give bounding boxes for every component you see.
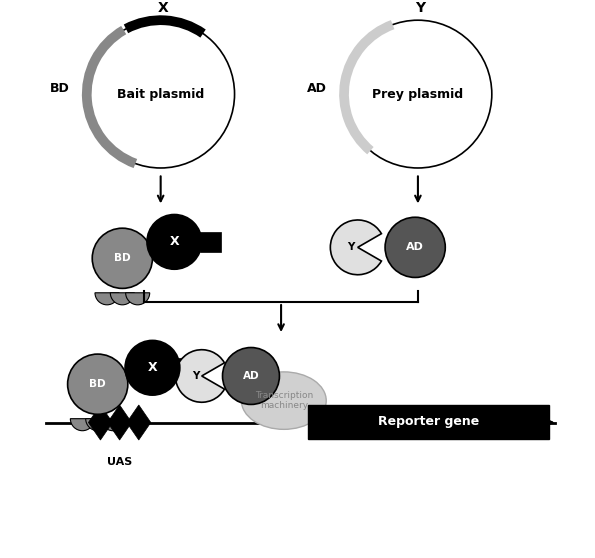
FancyBboxPatch shape: [308, 405, 549, 439]
Wedge shape: [95, 293, 119, 305]
Circle shape: [87, 20, 234, 168]
Circle shape: [125, 340, 180, 395]
Text: AD: AD: [243, 371, 259, 381]
Polygon shape: [127, 405, 151, 440]
Text: Transcription
machinery: Transcription machinery: [255, 391, 313, 410]
Circle shape: [147, 214, 202, 270]
Text: Prey plasmid: Prey plasmid: [372, 88, 464, 100]
Wedge shape: [126, 293, 150, 305]
Circle shape: [385, 217, 445, 277]
Text: Y: Y: [193, 371, 200, 381]
Text: BD: BD: [49, 82, 69, 95]
FancyBboxPatch shape: [178, 358, 196, 378]
Wedge shape: [101, 418, 125, 431]
FancyBboxPatch shape: [200, 232, 221, 252]
Text: X: X: [148, 361, 157, 374]
Text: AD: AD: [406, 242, 424, 252]
Text: BD: BD: [114, 253, 131, 263]
Text: X: X: [158, 1, 169, 15]
Circle shape: [344, 20, 492, 168]
Wedge shape: [86, 418, 109, 431]
Text: AD: AD: [306, 82, 327, 95]
Text: Y: Y: [415, 1, 425, 15]
Circle shape: [68, 354, 128, 414]
Circle shape: [223, 348, 280, 405]
Polygon shape: [108, 405, 131, 440]
Wedge shape: [70, 418, 95, 431]
Text: Reporter gene: Reporter gene: [378, 416, 480, 429]
Ellipse shape: [242, 372, 326, 429]
Text: Bait plasmid: Bait plasmid: [117, 88, 204, 100]
Text: UAS: UAS: [107, 457, 132, 467]
Wedge shape: [176, 350, 224, 402]
Wedge shape: [110, 293, 134, 305]
Circle shape: [92, 228, 152, 288]
Wedge shape: [330, 220, 381, 275]
Text: BD: BD: [89, 379, 106, 389]
Text: Y: Y: [347, 242, 355, 252]
Text: X: X: [170, 235, 179, 248]
Polygon shape: [89, 405, 112, 440]
